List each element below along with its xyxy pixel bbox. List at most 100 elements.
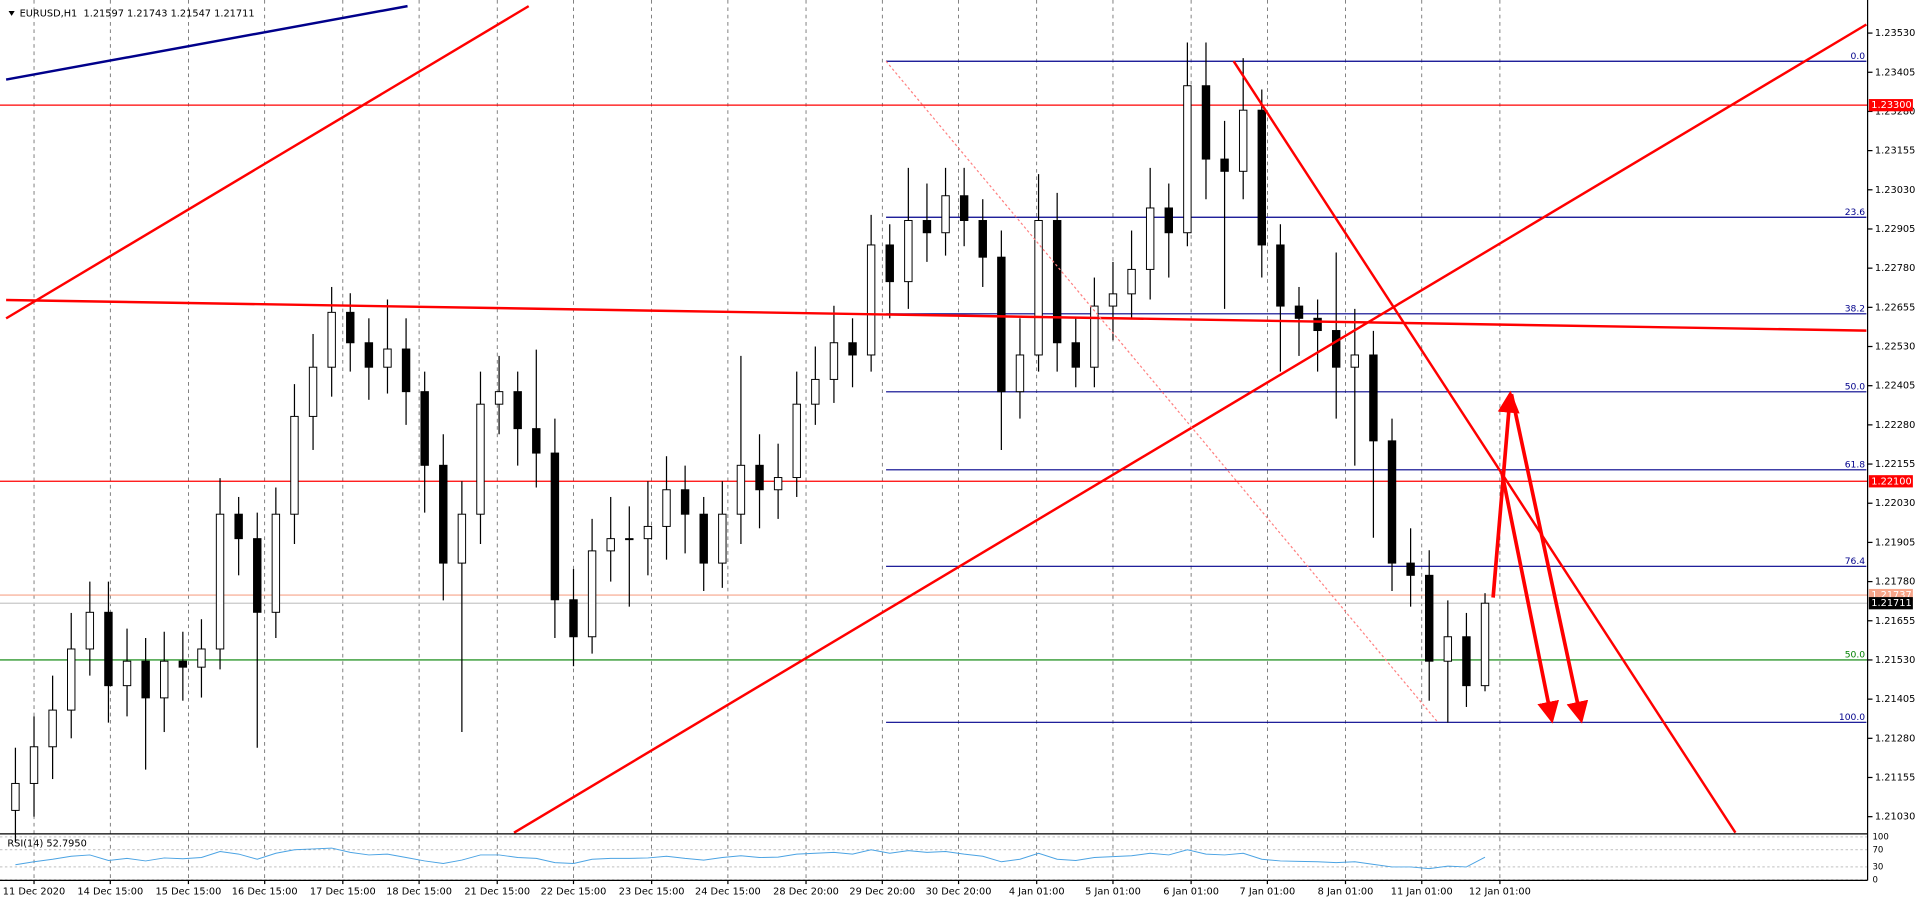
arrow [1491,390,1520,598]
trend-line [513,23,1868,834]
x-tick-label: 28 Dec 20:00 [773,886,839,897]
candle-body [1201,85,1211,160]
rsi-line [15,847,1486,870]
x-tick-label: 15 Dec 15:00 [156,886,222,897]
background-layer [0,0,1868,881]
drawings-layer [5,4,1868,834]
candle-body [550,452,560,601]
candle-body [160,660,169,699]
candle-body [941,195,950,234]
y-tick-label: 1.23405 [1875,67,1915,78]
price-label: 1.23300 [1871,100,1911,111]
candle-body [1015,354,1025,393]
fib-label: 61.8 [1845,459,1866,470]
x-tick-label: 23 Dec 15:00 [619,886,685,897]
candle-body [1425,574,1434,662]
candle-body [401,348,411,393]
rsi-tick-label: 70 [1872,845,1883,855]
candle-body [215,513,225,650]
candle-body [1183,85,1192,234]
x-tick-label: 24 Dec 15:00 [695,886,761,897]
x-tick-label: 22 Dec 15:00 [541,886,607,897]
y-tick-label: 1.21780 [1875,577,1915,588]
y-tick-label: 1.22655 [1875,302,1915,313]
candle-body [85,611,95,650]
candle-body [643,525,653,540]
arrow [1509,393,1589,724]
y-tick-label: 1.21530 [1875,655,1915,666]
menu-triangle[interactable] [8,11,15,16]
candle-body [978,220,987,258]
x-tick-label: 6 Jan 01:00 [1163,886,1219,897]
price-label: 1.21737 [1871,590,1911,601]
candle-body [532,428,541,454]
price-label-box [1868,99,1913,112]
candle-body [587,550,597,638]
candle-body [1145,207,1155,270]
price-label-box [1868,475,1913,488]
x-tick-label: 30 Dec 20:00 [926,886,992,897]
candle-body [178,660,188,668]
x-tick-label: 8 Jan 01:00 [1318,886,1374,897]
candle-body [11,782,20,811]
candle-body [234,513,243,540]
candle-body [997,256,1006,393]
candle-body [829,342,839,380]
candle-body [1071,342,1080,368]
y-tick-label: 1.23030 [1875,185,1915,196]
x-tick-label: 4 Jan 01:00 [1009,886,1065,897]
y-tick-label: 1.21280 [1875,733,1915,744]
rsi-title: RSI(14) 52.7950 [7,839,87,850]
candle-body [1090,305,1099,368]
candle-body [1462,636,1471,687]
rsi-tick-label: 0 [1872,875,1877,885]
x-tick-label: 12 Jan 01:00 [1469,886,1531,897]
candle-body [122,660,132,687]
y-tick-label: 1.22030 [1875,498,1915,509]
x-tick-label: 11 Dec 2020 [3,886,65,897]
candle-body [662,489,671,527]
y-tick-label: 1.21405 [1875,694,1915,705]
x-tick-label: 16 Dec 15:00 [232,886,298,897]
fib-label: 38.2 [1845,303,1865,314]
price-label: 1.22100 [1871,476,1911,487]
candle-body [1052,220,1062,344]
fib-base-line [885,60,1439,723]
candle-body [773,477,783,491]
y-tick-label: 1.22155 [1875,459,1915,470]
candle-body [1369,354,1378,442]
y-tick-label: 1.21655 [1875,616,1915,627]
candle-body [253,538,262,613]
x-tick-label: 14 Dec 15:00 [77,886,143,897]
y-tick-label: 1.21155 [1875,772,1915,783]
price-label: 1.21711 [1871,598,1911,609]
rsi-tick-label: 100 [1872,832,1888,842]
fib-label: 50.0 [1845,381,1866,392]
candle-body [308,366,318,417]
candle-body [736,464,746,515]
candle-body [569,599,578,638]
candle-body [680,489,690,515]
candle-body [346,311,355,344]
candle-body [904,220,913,283]
candle-body [755,464,764,491]
candle-body [29,746,39,784]
candle-body [1443,636,1453,662]
candle-body [141,660,150,699]
candle-body [959,195,969,222]
y-tick-label: 1.22405 [1875,381,1915,392]
y-tick-label: 1.21030 [1875,812,1915,823]
candle-body [811,378,820,405]
candle-body [1220,158,1229,172]
candle-body [476,403,485,515]
candle-body [383,348,392,368]
price-label-box [1868,597,1913,610]
chart-title: EURUSD,H1 1.21597 1.21743 1.21547 1.2171… [20,8,255,19]
fib-label: 100.0 [1839,712,1865,723]
candle-body [1276,244,1285,307]
candle-body [606,538,615,552]
candle-body [699,513,708,564]
